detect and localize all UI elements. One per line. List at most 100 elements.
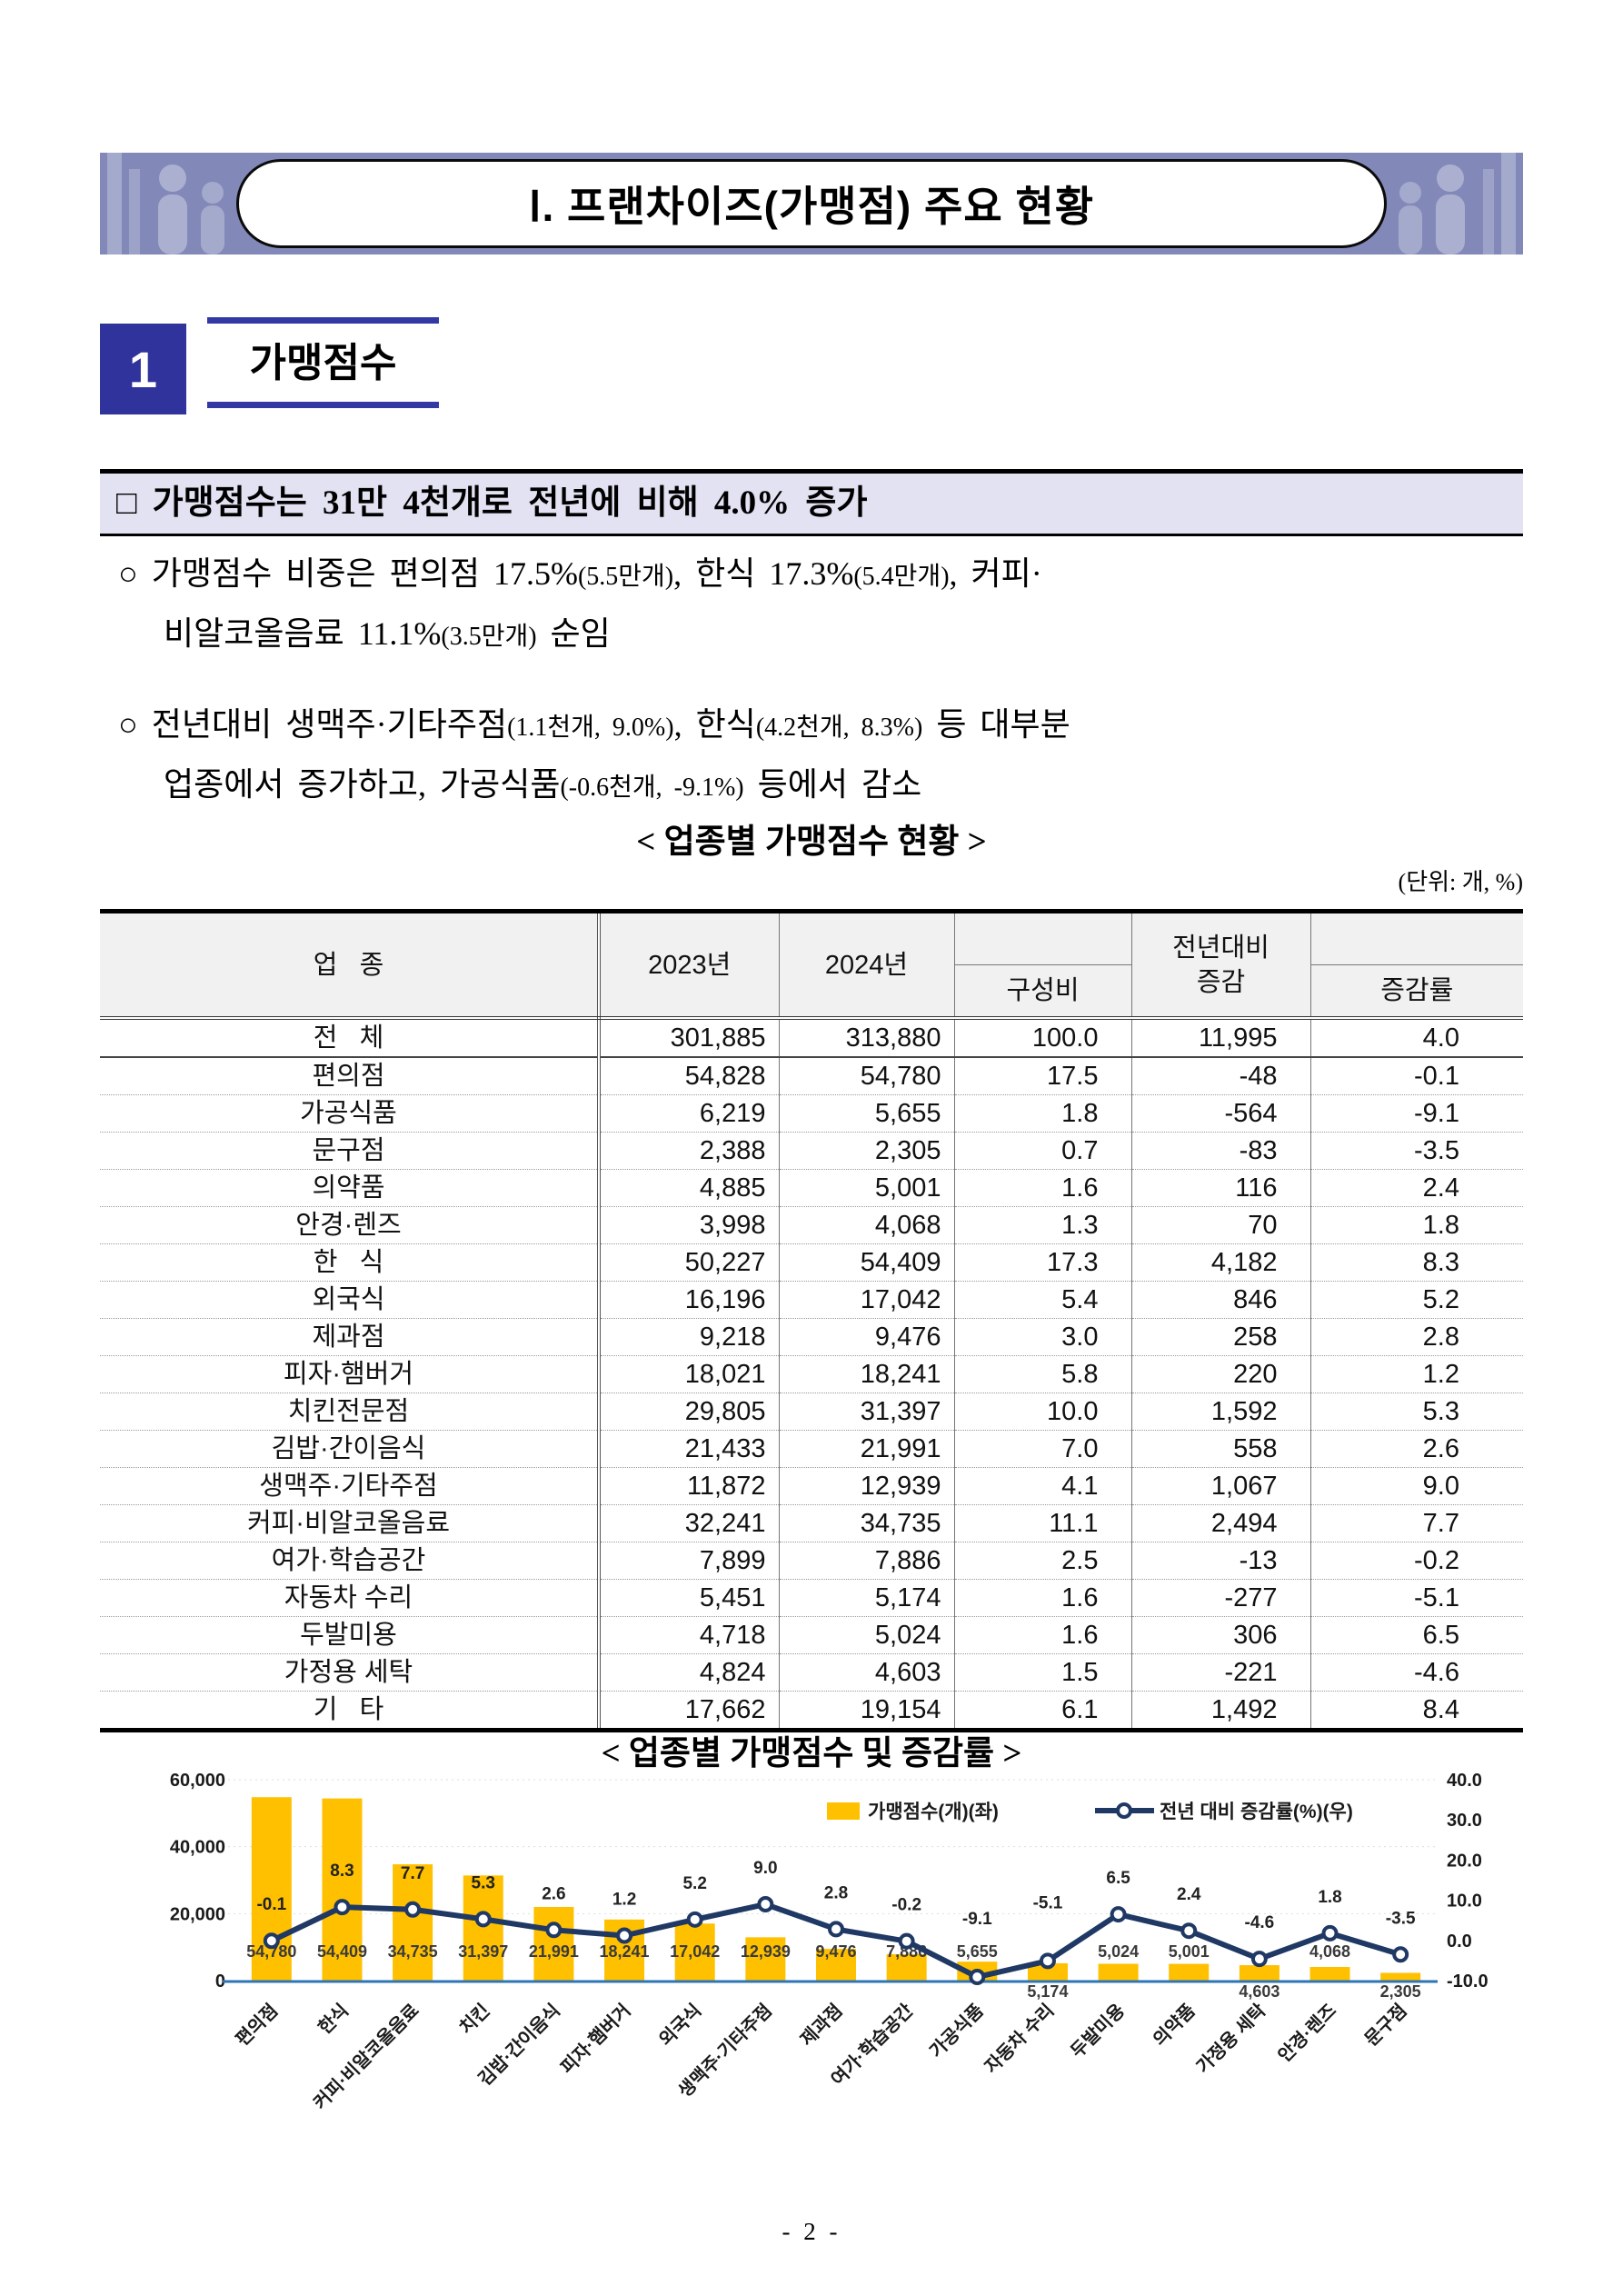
value-cell: 3.0 <box>954 1318 1132 1356</box>
bullet-paragraphs: ○ 가맹점수 비중은 편의점 17.5%(5.5만개), 한식 17.3%(5.… <box>118 545 1522 847</box>
bullet-text: , 한식 <box>673 706 756 743</box>
svg-text:5.2: 5.2 <box>682 1874 706 1893</box>
value-cell: 29,805 <box>599 1393 780 1431</box>
value-cell: 31,397 <box>779 1393 955 1431</box>
table-row: 안경·렌즈 3,998 4,068 1.3 70 1.8 <box>100 1206 1523 1244</box>
value-cell: 5,001 <box>779 1169 955 1207</box>
svg-text:34,735: 34,735 <box>388 1942 438 1961</box>
value-cell: 2,388 <box>599 1132 780 1170</box>
value-cell: -48 <box>1131 1057 1311 1095</box>
svg-text:9,476: 9,476 <box>815 1942 856 1961</box>
bullet-text: 비알코올음료 11.1% <box>164 615 442 652</box>
value-cell: 17,042 <box>779 1281 955 1319</box>
svg-text:40,000: 40,000 <box>170 1838 225 1858</box>
svg-text:5,024: 5,024 <box>1098 1942 1139 1961</box>
value-cell: 4.1 <box>954 1467 1132 1505</box>
industry-name-cell: 커피·비알코올음료 <box>100 1504 601 1542</box>
value-cell: 70 <box>1131 1206 1311 1244</box>
svg-text:-3.5: -3.5 <box>1386 1909 1416 1928</box>
svg-text:60,000: 60,000 <box>170 1771 225 1791</box>
table-row: 여가·학습공간 7,899 7,886 2.5 -13 -0.2 <box>100 1542 1523 1580</box>
svg-text:4,603: 4,603 <box>1239 1982 1279 2001</box>
bullet-text: 등에서 감소 <box>743 766 922 803</box>
industry-name-cell: 김밥·간이음식 <box>100 1430 601 1468</box>
value-cell: 1.6 <box>954 1169 1132 1207</box>
table-row: 전 체 301,885 313,880 100.0 11,995 4.0 <box>100 1018 1523 1058</box>
svg-text:54,409: 54,409 <box>317 1942 367 1961</box>
value-cell: 8.4 <box>1422 1695 1459 1724</box>
value-cell: 306 <box>1131 1616 1311 1654</box>
value-cell: 301,885 <box>599 1018 780 1058</box>
bullet-line: 업종에서 증가하고, 가공식품(-0.6천개, -9.1%) 등에서 감소 <box>118 756 1522 816</box>
value-cell: 1,592 <box>1131 1393 1311 1431</box>
svg-text:두발미용: 두발미용 <box>1067 2000 1129 2061</box>
table-title: < 업종별 가맹점수 현황 > <box>636 824 987 861</box>
svg-text:제과점: 제과점 <box>796 2000 846 2050</box>
svg-text:-10.0: -10.0 <box>1447 1972 1489 1992</box>
svg-text:가정용 세탁: 가정용 세탁 <box>1192 2000 1270 2078</box>
value-cell: 18,021 <box>599 1355 780 1393</box>
value-cell: 6,219 <box>599 1094 780 1133</box>
value-cell: 1.2 <box>1310 1355 1523 1393</box>
svg-text:0: 0 <box>215 1972 225 1992</box>
value-cell: 3,998 <box>599 1206 780 1244</box>
bullet-text: 업종에서 증가하고, 가공식품 <box>164 766 561 803</box>
chart-title: < 업종별 가맹점수 및 증감률 > <box>601 1735 1022 1772</box>
banner-decoration-right <box>1399 153 1516 255</box>
svg-text:의약품: 의약품 <box>1149 2000 1199 2050</box>
value-cell: 313,880 <box>779 1018 955 1058</box>
industry-name-cell: 편의점 <box>100 1057 601 1095</box>
svg-text:40.0: 40.0 <box>1447 1771 1482 1791</box>
bullet-text-small: (3.5만개) <box>441 623 537 651</box>
value-cell: 11,995 <box>1131 1018 1311 1058</box>
value-cell: -4.6 <box>1310 1653 1523 1692</box>
table-row: 생맥주·기타주점 11,872 12,939 4.1 1,067 9.0 <box>100 1467 1523 1505</box>
svg-text:6.5: 6.5 <box>1106 1869 1130 1888</box>
value-cell: 1.5 <box>954 1653 1132 1692</box>
industry-table: 업 종 2023년 2024년 전년대비 증감 구성비 증감률 전 체 301,88… <box>100 909 1523 1732</box>
svg-text:18,241: 18,241 <box>600 1942 650 1961</box>
svg-text:안경·렌즈: 안경·렌즈 <box>1274 2000 1340 2066</box>
svg-text:2,305: 2,305 <box>1380 1982 1421 2001</box>
table-body: 전 체 301,885 313,880 100.0 11,995 4.0 편의점 54,828… <box>100 1018 1523 1731</box>
value-cell: -564 <box>1131 1094 1311 1133</box>
bullet-line: ○ 가맹점수 비중은 편의점 17.5%(5.5만개), 한식 17.3%(5.… <box>118 545 1522 605</box>
svg-text:2.4: 2.4 <box>1177 1885 1201 1904</box>
bullet-line: ○ 전년대비 생맥주·기타주점(1.1천개, 9.0%), 한식(4.2천개, … <box>118 696 1522 756</box>
table-row: 제과점 9,218 9,476 3.0 258 2.8 <box>100 1318 1523 1356</box>
table-row: 김밥·간이음식 21,433 21,991 7.0 558 2.6 <box>100 1430 1523 1468</box>
value-cell: 5.3 <box>1310 1393 1523 1431</box>
svg-text:4,068: 4,068 <box>1309 1942 1350 1961</box>
combo-chart: 0 20,000 40,000 60,000 -10.0 0.0 10.0 20.0 30.0 4… <box>170 1771 1489 2113</box>
bullet-text: 등 대부분 <box>922 706 1070 743</box>
value-cell: 7,899 <box>599 1542 780 1580</box>
value-cell: 1,492 <box>1131 1691 1311 1731</box>
value-cell: 4,824 <box>599 1653 780 1692</box>
svg-text:가맹점수(개)(좌): 가맹점수(개)(좌) <box>868 1802 999 1822</box>
bullet-text: ○ 전년대비 생맥주·기타주점 <box>118 706 508 743</box>
industry-name-cell: 안경·렌즈 <box>100 1206 601 1244</box>
value-cell: 12,939 <box>779 1467 955 1505</box>
header-banner: Ⅰ. 프랜차이즈(가맹점) 주요 현황 <box>100 153 1523 255</box>
col-header-share: 구성비 <box>954 964 1132 1020</box>
svg-text:편의점: 편의점 <box>232 2000 282 2050</box>
value-cell: 17.3 <box>954 1243 1132 1282</box>
value-cell: 4,603 <box>779 1653 955 1692</box>
value-cell: 4,885 <box>599 1169 780 1207</box>
value-cell: 21,991 <box>779 1430 955 1468</box>
svg-text:2.8: 2.8 <box>824 1883 848 1902</box>
industry-name-cell: 두발미용 <box>100 1616 601 1654</box>
value-cell: 5.4 <box>954 1281 1132 1319</box>
value-cell: 2,305 <box>779 1132 955 1170</box>
value-cell: 1.8 <box>1310 1206 1523 1244</box>
value-cell: 50,227 <box>599 1243 780 1282</box>
col-header-2024: 2024년 <box>779 911 955 1020</box>
svg-text:31,397: 31,397 <box>458 1942 508 1961</box>
table-row: 문구점 2,388 2,305 0.7 -83 -3.5 <box>100 1132 1523 1170</box>
svg-text:2.6: 2.6 <box>542 1884 565 1903</box>
industry-name-cell: 치킨전문점 <box>100 1393 601 1431</box>
svg-text:9.0: 9.0 <box>753 1859 777 1878</box>
value-cell: -0.2 <box>1310 1542 1523 1580</box>
col-header-rate: 증감률 <box>1310 964 1523 1020</box>
value-cell: 8.3 <box>1310 1243 1523 1282</box>
